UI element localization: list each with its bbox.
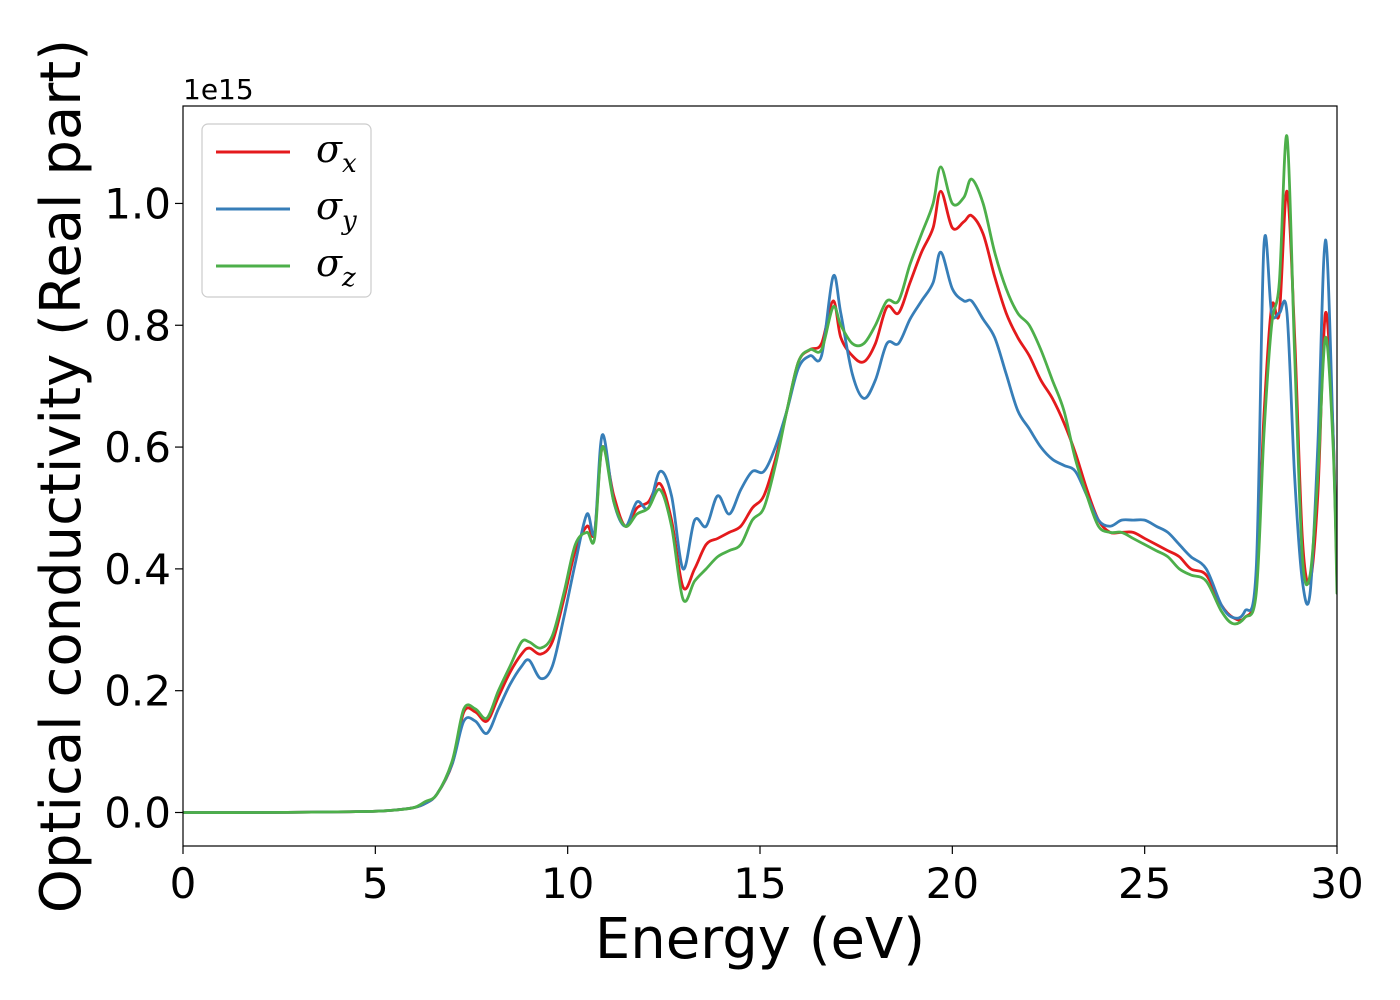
x-tick-label: 25 — [1118, 859, 1171, 908]
x-tick-label: 15 — [733, 859, 786, 908]
x-axis-title: Energy (eV) — [595, 907, 925, 972]
y-tick-label: 1.0 — [104, 179, 171, 228]
y-tick-label: 0.0 — [104, 789, 171, 838]
y-tick-label: 0.6 — [104, 423, 171, 472]
series-layer — [183, 134, 1337, 814]
x-tick-label: 10 — [541, 859, 594, 908]
y-offset-label: 1e15 — [183, 73, 254, 106]
x-tick-label: 20 — [926, 859, 979, 908]
series-line-sigma-z — [183, 134, 1337, 814]
x-tick-label: 0 — [170, 859, 197, 908]
legend-symbol: σ — [316, 127, 343, 171]
y-tick-label: 0.2 — [104, 667, 171, 716]
x-axis: 0 5 10 15 20 25 30 — [170, 846, 1364, 908]
x-tick-label: 30 — [1310, 859, 1363, 908]
y-axis-title: Optical conductivity (Real part) — [29, 39, 94, 913]
x-tick-label: 5 — [362, 859, 389, 908]
y-tick-label: 0.4 — [104, 545, 171, 594]
legend-subscript: x — [342, 149, 357, 179]
y-axis: 0.0 0.2 0.4 0.6 0.8 1.0 — [104, 179, 183, 838]
legend-subscript: z — [341, 263, 356, 293]
series-line-sigma-y — [183, 234, 1337, 814]
legend-label-sigma-z: σz — [316, 241, 356, 293]
legend-label-sigma-x: σx — [316, 127, 357, 179]
y-tick-label: 0.8 — [104, 301, 171, 350]
legend-label-sigma-y: σy — [316, 184, 357, 236]
legend-symbol: σ — [316, 241, 343, 285]
legend-symbol: σ — [316, 184, 343, 228]
legend-subscript: y — [341, 206, 357, 236]
